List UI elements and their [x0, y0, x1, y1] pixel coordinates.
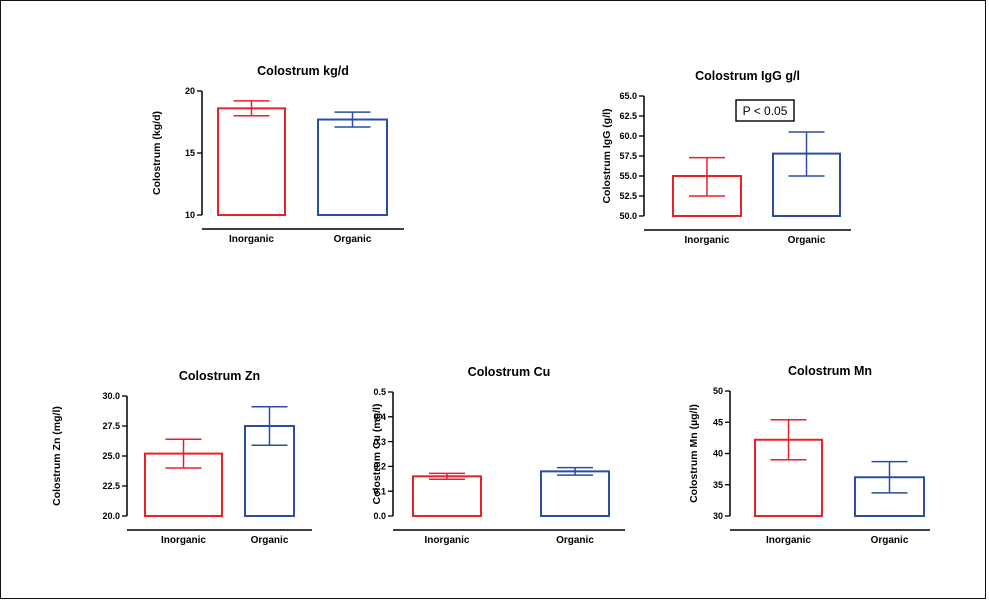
- y-tick-label: 20.0: [102, 511, 120, 521]
- category-label: Inorganic: [766, 535, 811, 546]
- y-axis-label: Colostrum Mn (µg/l): [688, 404, 700, 503]
- category-label: Inorganic: [161, 535, 206, 546]
- y-tick-label: 57.5: [619, 151, 637, 161]
- chart-title: Colostrum IgG g/l: [695, 69, 800, 83]
- y-tick-label: 65.0: [619, 91, 637, 101]
- y-tick-label: 0.4: [373, 412, 386, 422]
- y-tick-label: 30: [713, 511, 723, 521]
- y-tick-label: 30.0: [102, 391, 120, 401]
- category-label: Organic: [871, 535, 909, 546]
- y-tick-label: 40: [713, 449, 723, 459]
- significance-box: [735, 99, 795, 122]
- y-tick-label: 50: [713, 386, 723, 396]
- y-tick-label: 15: [185, 148, 195, 158]
- y-tick-label: 52.5: [619, 191, 637, 201]
- y-tick-label: 55.0: [619, 171, 637, 181]
- y-tick-label: 27.5: [102, 421, 120, 431]
- category-label: Inorganic: [684, 235, 729, 246]
- chart-title: Colostrum Mn: [788, 364, 872, 378]
- y-axis-label: Colostrum IgG (g/l): [601, 108, 613, 203]
- chart-title: Colostrum kg/d: [257, 64, 349, 78]
- y-axis-label: Colostrum Zn (mg/l): [51, 406, 63, 506]
- y-tick-label: 45: [713, 417, 723, 427]
- y-tick-label: 20: [185, 86, 195, 96]
- y-tick-label: 0.2: [373, 462, 386, 472]
- chart-title: Colostrum Cu: [468, 365, 551, 379]
- chart-title: Colostrum Zn: [179, 369, 260, 383]
- y-tick-label: 0.0: [373, 511, 386, 521]
- y-tick-label: 0.5: [373, 387, 386, 397]
- category-label: Organic: [556, 535, 594, 546]
- bar-inorganic: [412, 475, 482, 518]
- category-label: Inorganic: [229, 234, 274, 245]
- bar-inorganic: [217, 107, 286, 216]
- y-axis-label: Colostrum Cu (mg/l): [371, 404, 383, 505]
- y-tick-label: 10: [185, 210, 195, 220]
- category-label: Organic: [334, 234, 372, 245]
- y-tick-label: 25.0: [102, 451, 120, 461]
- y-tick-label: 62.5: [619, 111, 637, 121]
- y-tick-label: 0.1: [373, 486, 386, 496]
- y-tick-label: 35: [713, 480, 723, 490]
- category-label: Organic: [788, 235, 826, 246]
- category-label: Inorganic: [424, 535, 469, 546]
- y-tick-label: 60.0: [619, 131, 637, 141]
- y-axis-label: Colostrum (kg/d): [151, 111, 163, 195]
- category-label: Organic: [251, 535, 289, 546]
- bar-organic: [540, 470, 610, 517]
- bar-organic: [317, 118, 388, 216]
- y-tick-label: 22.5: [102, 481, 120, 491]
- y-tick-label: 0.3: [373, 437, 386, 447]
- y-tick-label: 50.0: [619, 211, 637, 221]
- significance-label: P < 0.05: [743, 104, 788, 118]
